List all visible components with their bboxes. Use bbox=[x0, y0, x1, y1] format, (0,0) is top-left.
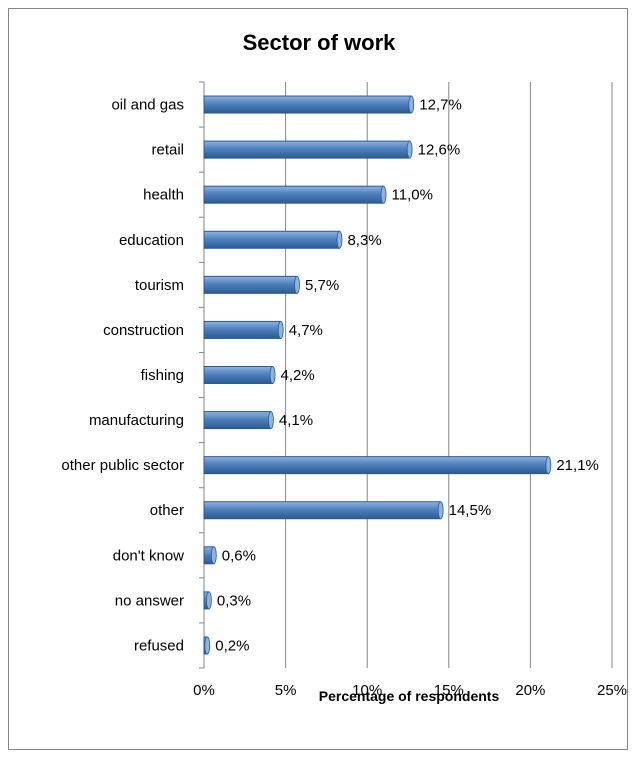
data-label: 5,7% bbox=[305, 277, 339, 294]
data-label: 0,3% bbox=[217, 592, 251, 609]
category-label: construction bbox=[103, 322, 184, 339]
bar-end-cap bbox=[545, 456, 552, 475]
bar bbox=[203, 275, 298, 294]
data-label: 8,3% bbox=[347, 232, 381, 249]
bar-end-cap bbox=[437, 501, 444, 520]
chart-title: Sector of work bbox=[242, 30, 396, 55]
bar-end-cap bbox=[408, 95, 415, 114]
bar-end-cap bbox=[269, 366, 276, 384]
x-tick-label: 0% bbox=[193, 682, 215, 699]
category-label: refused bbox=[134, 637, 184, 654]
bar bbox=[203, 230, 340, 249]
bar bbox=[203, 366, 274, 384]
category-label: fishing bbox=[141, 367, 184, 384]
data-label: 12,7% bbox=[419, 97, 462, 114]
data-label: 14,5% bbox=[449, 502, 492, 519]
x-tick-label: 10% bbox=[352, 682, 382, 699]
bar-end-cap bbox=[277, 321, 284, 339]
bar-end-cap bbox=[406, 140, 413, 159]
category-label: health bbox=[143, 187, 184, 204]
category-label: other public sector bbox=[61, 457, 184, 474]
bar bbox=[203, 320, 282, 339]
data-label: 12,6% bbox=[418, 142, 461, 159]
data-label: 0,2% bbox=[215, 637, 249, 654]
data-label: 4,1% bbox=[279, 412, 313, 429]
x-tick-label: 25% bbox=[597, 682, 627, 699]
bar-end-cap bbox=[336, 230, 343, 249]
bar-end-cap bbox=[210, 546, 217, 565]
x-tick-label: 15% bbox=[434, 682, 464, 699]
x-tick-label: 20% bbox=[515, 682, 545, 699]
x-axis-title: Percentage of respondents bbox=[318, 688, 500, 704]
bar-end-cap bbox=[205, 591, 212, 610]
bar bbox=[203, 501, 442, 520]
chart-area bbox=[8, 8, 628, 750]
bar-end-cap bbox=[294, 275, 300, 294]
bar-end-cap bbox=[268, 411, 274, 429]
bar bbox=[203, 411, 272, 430]
bar bbox=[203, 95, 412, 114]
bar bbox=[203, 456, 549, 475]
category-label: tourism bbox=[135, 277, 184, 294]
data-label: 11,0% bbox=[392, 187, 433, 204]
category-label: manufacturing bbox=[89, 412, 184, 429]
category-label: oil and gas bbox=[111, 97, 184, 114]
category-label: retail bbox=[151, 142, 184, 159]
bar bbox=[203, 185, 385, 204]
x-tick-label: 5% bbox=[275, 682, 297, 699]
bar bbox=[203, 140, 411, 159]
category-label: other bbox=[150, 502, 184, 519]
bar-end-cap bbox=[380, 185, 387, 204]
data-label: 4,7% bbox=[289, 322, 323, 339]
bar-end-cap bbox=[204, 636, 211, 655]
data-label: 0,6% bbox=[222, 547, 256, 564]
category-label: education bbox=[119, 232, 184, 249]
category-label: no answer bbox=[115, 592, 184, 609]
data-label: 4,2% bbox=[281, 367, 315, 384]
category-label: don't know bbox=[113, 547, 184, 564]
data-label: 21,1% bbox=[556, 457, 599, 474]
